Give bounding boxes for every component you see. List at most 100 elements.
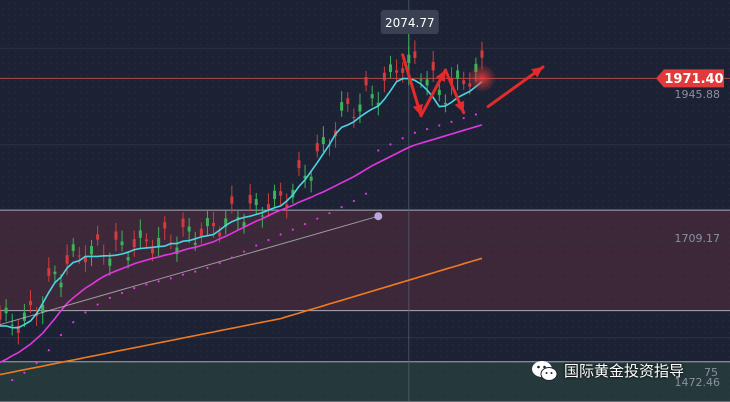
dot-marker <box>206 266 209 270</box>
dot-marker <box>303 223 307 226</box>
dot-marker <box>72 321 75 324</box>
watermark: 国际黄金投资指导 <box>530 356 730 386</box>
dot-marker <box>291 228 294 231</box>
dot-marker <box>145 283 148 286</box>
candle-body <box>77 255 81 257</box>
candle-body <box>376 102 380 106</box>
arrow-head-2 <box>454 100 465 113</box>
trendline-anchor-point <box>374 212 383 221</box>
dot-marker <box>267 238 270 242</box>
candle-body <box>83 256 87 263</box>
candle-body <box>59 282 63 288</box>
candle-body <box>315 143 319 152</box>
candle-body <box>456 70 460 79</box>
candle-body <box>437 89 441 96</box>
candle-body <box>0 311 2 320</box>
dot-marker <box>194 270 197 273</box>
series-line-0 <box>0 77 483 329</box>
candle-body <box>65 255 69 264</box>
candle-body <box>144 239 148 242</box>
dot-marker <box>474 113 477 116</box>
dot-marker <box>133 287 136 290</box>
candle-body <box>236 217 240 219</box>
arrow-head-3 <box>531 67 544 78</box>
candle-body <box>346 98 350 104</box>
candle-body <box>285 204 289 207</box>
candle-body <box>388 64 392 73</box>
candle-body <box>273 190 277 200</box>
candle-body <box>120 241 124 246</box>
watermark-label: 国际黄金投资指导 <box>564 362 685 380</box>
dot-marker <box>23 371 26 374</box>
candle-body <box>138 230 142 238</box>
candle-body <box>382 72 386 81</box>
dot-marker <box>157 280 160 283</box>
dot-marker <box>450 120 453 123</box>
candle-body <box>260 215 264 217</box>
candle-body <box>401 68 405 73</box>
dot-marker <box>413 131 416 134</box>
candle-body <box>71 244 75 251</box>
candle-body <box>224 218 228 227</box>
axis-tick-label-0: 1945.88 <box>675 88 721 101</box>
series-line-1 <box>0 124 483 364</box>
candle-body <box>151 248 155 254</box>
candle-body <box>163 222 167 229</box>
dot-marker <box>328 212 331 215</box>
candle-body <box>4 307 8 314</box>
current-price-label: 1971.40 <box>664 72 723 87</box>
candle-body <box>175 247 179 254</box>
dot-marker <box>425 128 429 131</box>
candle-body <box>157 237 161 247</box>
peak-tooltip <box>380 10 439 34</box>
dot-marker <box>181 273 185 276</box>
candle-body <box>10 324 14 326</box>
candle-body <box>462 80 466 84</box>
candle-body <box>29 301 33 306</box>
candle-body <box>480 50 484 58</box>
candle-body <box>181 218 185 227</box>
series-line-3 <box>0 215 379 326</box>
axis-tick-label-2: 1472.46 <box>675 376 721 389</box>
annotation-arrows <box>401 53 545 118</box>
candle-body <box>199 228 203 237</box>
dot-marker <box>279 233 282 236</box>
current-price-badge <box>656 69 724 88</box>
series-line-2 <box>0 257 483 376</box>
dot-marker <box>255 244 258 247</box>
candle-body <box>425 79 429 86</box>
candle-body <box>419 79 423 81</box>
markers: 1971.40 2074.77 <box>374 10 724 221</box>
dot-marker <box>438 124 441 127</box>
dot-marker <box>218 262 221 265</box>
wechat-icon <box>532 361 558 381</box>
candle-body <box>126 257 130 261</box>
candle-body <box>254 199 258 206</box>
dot-marker <box>242 250 246 253</box>
candle-body <box>242 222 246 228</box>
dot-marker <box>11 378 14 382</box>
peak-label: 2074.77 <box>385 16 435 30</box>
candle-body <box>132 239 136 248</box>
candle-body <box>205 218 209 227</box>
candle-body <box>279 191 283 196</box>
dot-marker <box>96 303 99 306</box>
candle-body <box>230 196 234 204</box>
dot-marker <box>47 349 50 352</box>
candle-body <box>90 245 94 255</box>
dot-marker <box>35 361 38 365</box>
dot-marker <box>59 333 63 337</box>
dot-marker <box>84 311 87 314</box>
candle-body <box>248 194 252 204</box>
candle-body <box>41 304 45 313</box>
dotted-markers <box>11 113 477 382</box>
dot-marker <box>389 143 392 146</box>
dot-marker <box>462 117 465 120</box>
arrow-head-1 <box>435 70 446 83</box>
arrow-head-0 <box>412 103 423 116</box>
candle-body <box>22 312 26 321</box>
candle-body <box>358 104 362 112</box>
dot-marker <box>230 256 233 259</box>
indicator-lines <box>0 77 483 382</box>
